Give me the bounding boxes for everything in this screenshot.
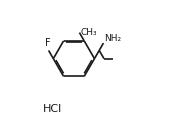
Text: NH₂: NH₂ xyxy=(104,34,121,43)
Text: CH₃: CH₃ xyxy=(80,28,97,37)
Text: HCl: HCl xyxy=(43,104,63,114)
Text: F: F xyxy=(45,38,50,48)
